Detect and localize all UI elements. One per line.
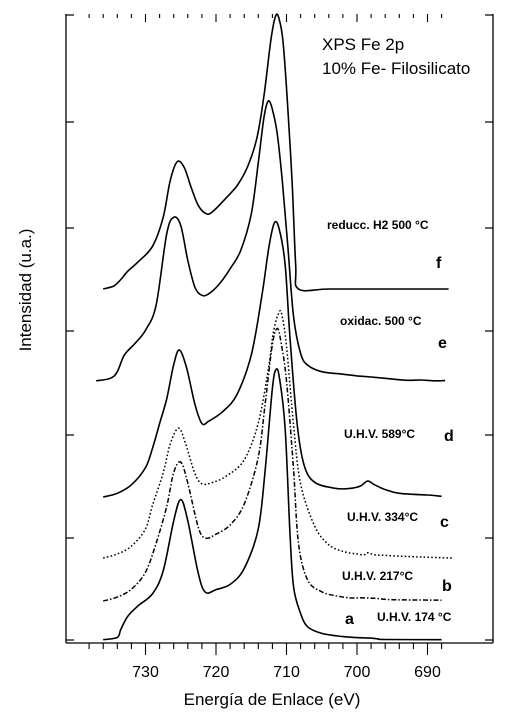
x-tick-label: 700 xyxy=(344,664,371,681)
series-line-a xyxy=(103,368,442,641)
series-line-d xyxy=(102,220,442,498)
series-letter-b: b xyxy=(442,578,452,595)
series-letter-c: c xyxy=(440,514,449,531)
x-tick-label: 730 xyxy=(132,664,159,681)
plot-axes: 730 720 710 700 690 xyxy=(65,14,494,681)
x-tick-label: 690 xyxy=(414,664,441,681)
series-letter-a: a xyxy=(345,611,354,628)
series-line-b xyxy=(102,327,442,602)
chart-title-line-2: 10% Fe- Filosilicato xyxy=(322,59,470,78)
series-line-e xyxy=(96,100,446,382)
series-label-c: U.H.V. 334°C xyxy=(347,510,418,524)
series-line-c xyxy=(102,309,453,559)
series-label-a: U.H.V. 174 °C xyxy=(377,610,452,624)
series-label-d: U.H.V. 589°C xyxy=(344,427,415,441)
x-tick-label: 720 xyxy=(203,664,230,681)
series-label-f: reducc. H2 500 °C xyxy=(327,218,429,232)
chart-title-line-1: XPS Fe 2p xyxy=(322,35,404,54)
x-axis-label: Energía de Enlace (eV) xyxy=(184,690,361,709)
series-letter-d: d xyxy=(444,428,454,445)
series-letter-e: e xyxy=(438,335,447,352)
x-tick-label: 710 xyxy=(273,664,300,681)
series-letter-f: f xyxy=(436,255,442,272)
series-layer xyxy=(96,13,453,641)
series-line-f xyxy=(102,13,449,292)
series-label-e: oxidac. 500 °C xyxy=(340,314,422,328)
y-axis-label: Intensidad (u.a.) xyxy=(16,229,35,352)
text-layer: XPS Fe 2p 10% Fe- Filosilicato Energía d… xyxy=(16,35,470,709)
series-label-b: U.H.V. 217°C xyxy=(342,569,413,583)
